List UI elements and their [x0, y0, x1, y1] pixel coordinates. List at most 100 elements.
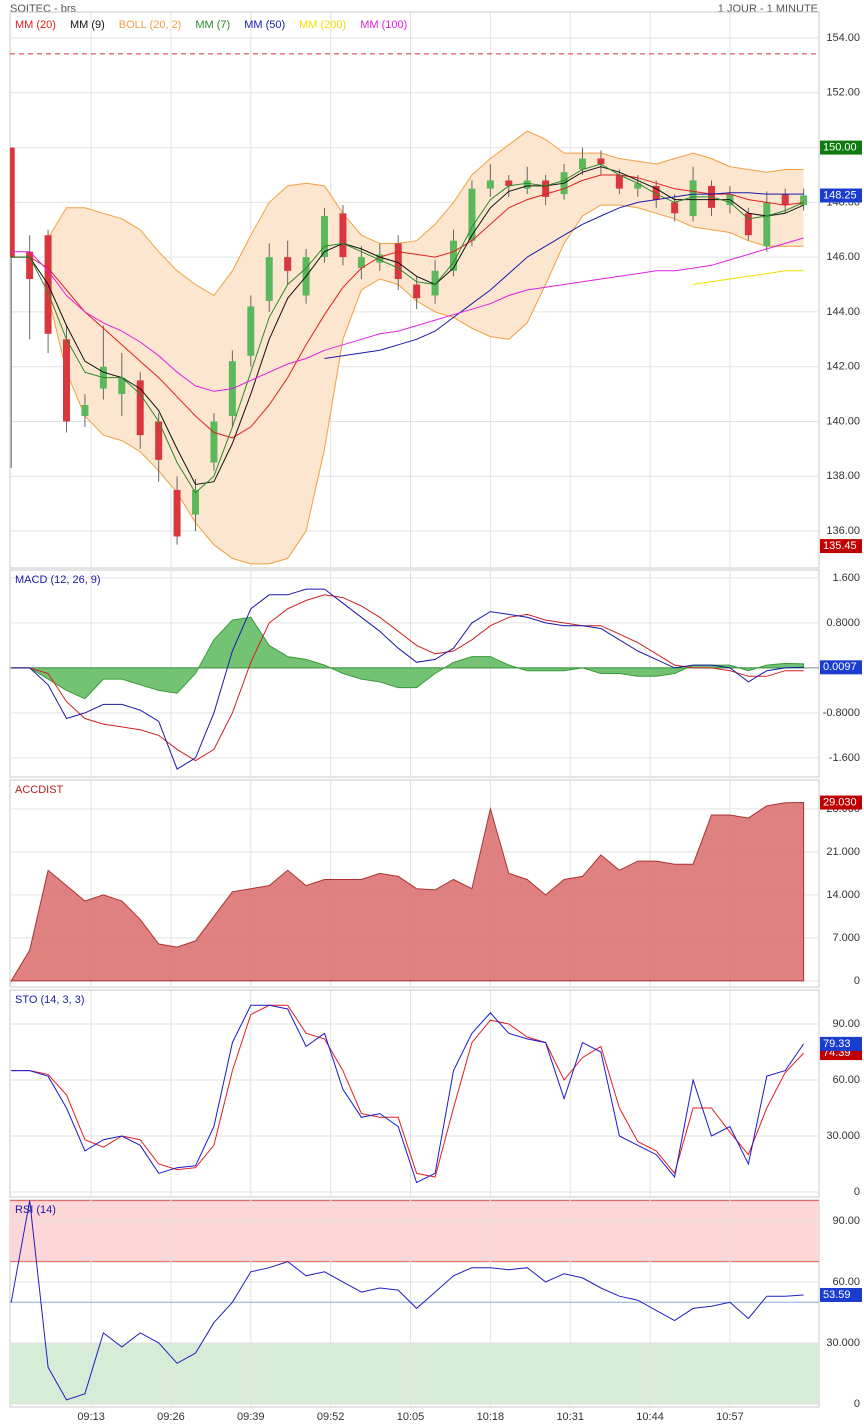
- candle-body: [689, 180, 697, 217]
- y-tick-label: 7.000: [832, 932, 860, 944]
- legend-entry: MM (200): [299, 19, 346, 31]
- zone: [10, 1200, 819, 1262]
- pane-frame: [9, 989, 820, 1198]
- legend-entry: MM (7): [195, 19, 230, 31]
- value-badge: [820, 660, 862, 675]
- y-tick-label: -1.600: [829, 752, 860, 764]
- pane: [10, 570, 819, 777]
- x-tick-label: 09:26: [157, 1411, 185, 1423]
- series-line: [11, 237, 804, 392]
- y-tick-label: 1.600: [832, 572, 860, 584]
- candle-body: [505, 180, 513, 186]
- value-badge: [820, 188, 862, 203]
- candle-body: [744, 213, 752, 236]
- bollinger-band: [48, 131, 804, 564]
- y-tick-label: 0: [854, 975, 860, 987]
- candle-body: [486, 180, 494, 189]
- value-badge: [820, 795, 862, 810]
- candle-body: [210, 421, 218, 463]
- value-badge-label: 150.00: [823, 141, 857, 153]
- candle-body: [597, 158, 605, 165]
- candle-body: [450, 240, 458, 271]
- value-badge-label: 29.030: [823, 796, 857, 808]
- y-tick-label: 138.00: [826, 470, 860, 482]
- y-tick-label: 152.00: [826, 87, 860, 99]
- y-tick-label: 30.000: [826, 1130, 860, 1142]
- pane-title: STO (14, 3, 3): [15, 994, 85, 1006]
- pane: [10, 990, 819, 1197]
- y-tick-label: 136.00: [826, 525, 860, 537]
- y-tick-label: 140.00: [826, 415, 860, 427]
- candle-body: [781, 194, 789, 206]
- candle-body: [800, 195, 808, 206]
- series-line: [11, 594, 804, 762]
- y-tick-label: 0: [854, 1398, 860, 1410]
- candle-body: [192, 489, 200, 515]
- candle-body: [671, 202, 679, 214]
- legend-entry: MM (9): [70, 19, 105, 31]
- x-tick-label: 09:52: [317, 1411, 345, 1423]
- candle-body: [155, 421, 163, 460]
- candle-body: [321, 216, 329, 258]
- candle-body: [615, 174, 623, 189]
- candle-body: [284, 257, 292, 271]
- value-badge-label: 148.25: [823, 189, 857, 201]
- candle-body: [394, 243, 402, 280]
- y-tick-label: 154.00: [826, 32, 860, 44]
- value-badge: [820, 539, 862, 554]
- candle-body: [26, 251, 34, 280]
- candle-body: [81, 405, 89, 416]
- candle-body: [247, 306, 255, 356]
- value-badge-label: 53.59: [823, 1289, 851, 1301]
- y-tick-label: 30.000: [826, 1337, 860, 1349]
- series-line: [47, 130, 804, 297]
- value-badge-label: 135.45: [823, 540, 857, 552]
- candle-body: [118, 377, 126, 395]
- pane-title: MACD (12, 26, 9): [15, 574, 101, 586]
- pane: [10, 780, 819, 987]
- pane: [10, 1200, 819, 1407]
- series-area: [10, 801, 805, 983]
- legend-entry: MM (100): [360, 19, 407, 31]
- series-line: [10, 1200, 804, 1401]
- candle-body: [357, 257, 365, 269]
- series-line: [11, 588, 804, 770]
- legend-entry: MM (50): [244, 19, 285, 31]
- x-tick-label: 09:13: [77, 1411, 105, 1423]
- x-tick-label: 09:39: [237, 1411, 265, 1423]
- y-tick-label: 14.000: [826, 889, 860, 901]
- x-tick-label: 10:31: [556, 1411, 584, 1423]
- y-tick-label: 146.00: [826, 251, 860, 263]
- y-tick-label: 142.00: [826, 361, 860, 373]
- y-tick-label: 0: [854, 1186, 860, 1198]
- candle-body: [173, 489, 181, 537]
- y-tick-label: 60.00: [832, 1276, 860, 1288]
- candle-body: [136, 380, 144, 436]
- series-line: [11, 1004, 804, 1178]
- value-badge: [820, 140, 862, 155]
- candle-body: [413, 284, 421, 299]
- zone: [10, 1342, 819, 1404]
- series-line: [11, 163, 804, 494]
- y-tick-label: 60.00: [832, 1074, 860, 1086]
- candle-body: [523, 180, 531, 189]
- y-tick-label: 21.000: [826, 846, 860, 858]
- pane-title: RSI (14): [15, 1204, 56, 1216]
- candle-body: [579, 158, 587, 170]
- value-badge-label: 79.33: [823, 1038, 851, 1050]
- x-tick-label: 10:44: [636, 1411, 664, 1423]
- series-line: [47, 204, 804, 565]
- candle-body: [265, 257, 273, 301]
- value-badge: [820, 1036, 862, 1051]
- y-tick-label: 90.00: [832, 1215, 860, 1227]
- legend-entry: BOLL (20, 2): [119, 19, 182, 31]
- x-tick-label: 10:05: [397, 1411, 425, 1423]
- candle-body: [63, 339, 71, 422]
- legend-entry: MM (20): [15, 19, 56, 31]
- candle-body: [763, 202, 771, 247]
- candle-body: [10, 147, 15, 258]
- series-line: [693, 270, 804, 285]
- y-tick-label: 144.00: [826, 306, 860, 318]
- pane: [10, 12, 819, 568]
